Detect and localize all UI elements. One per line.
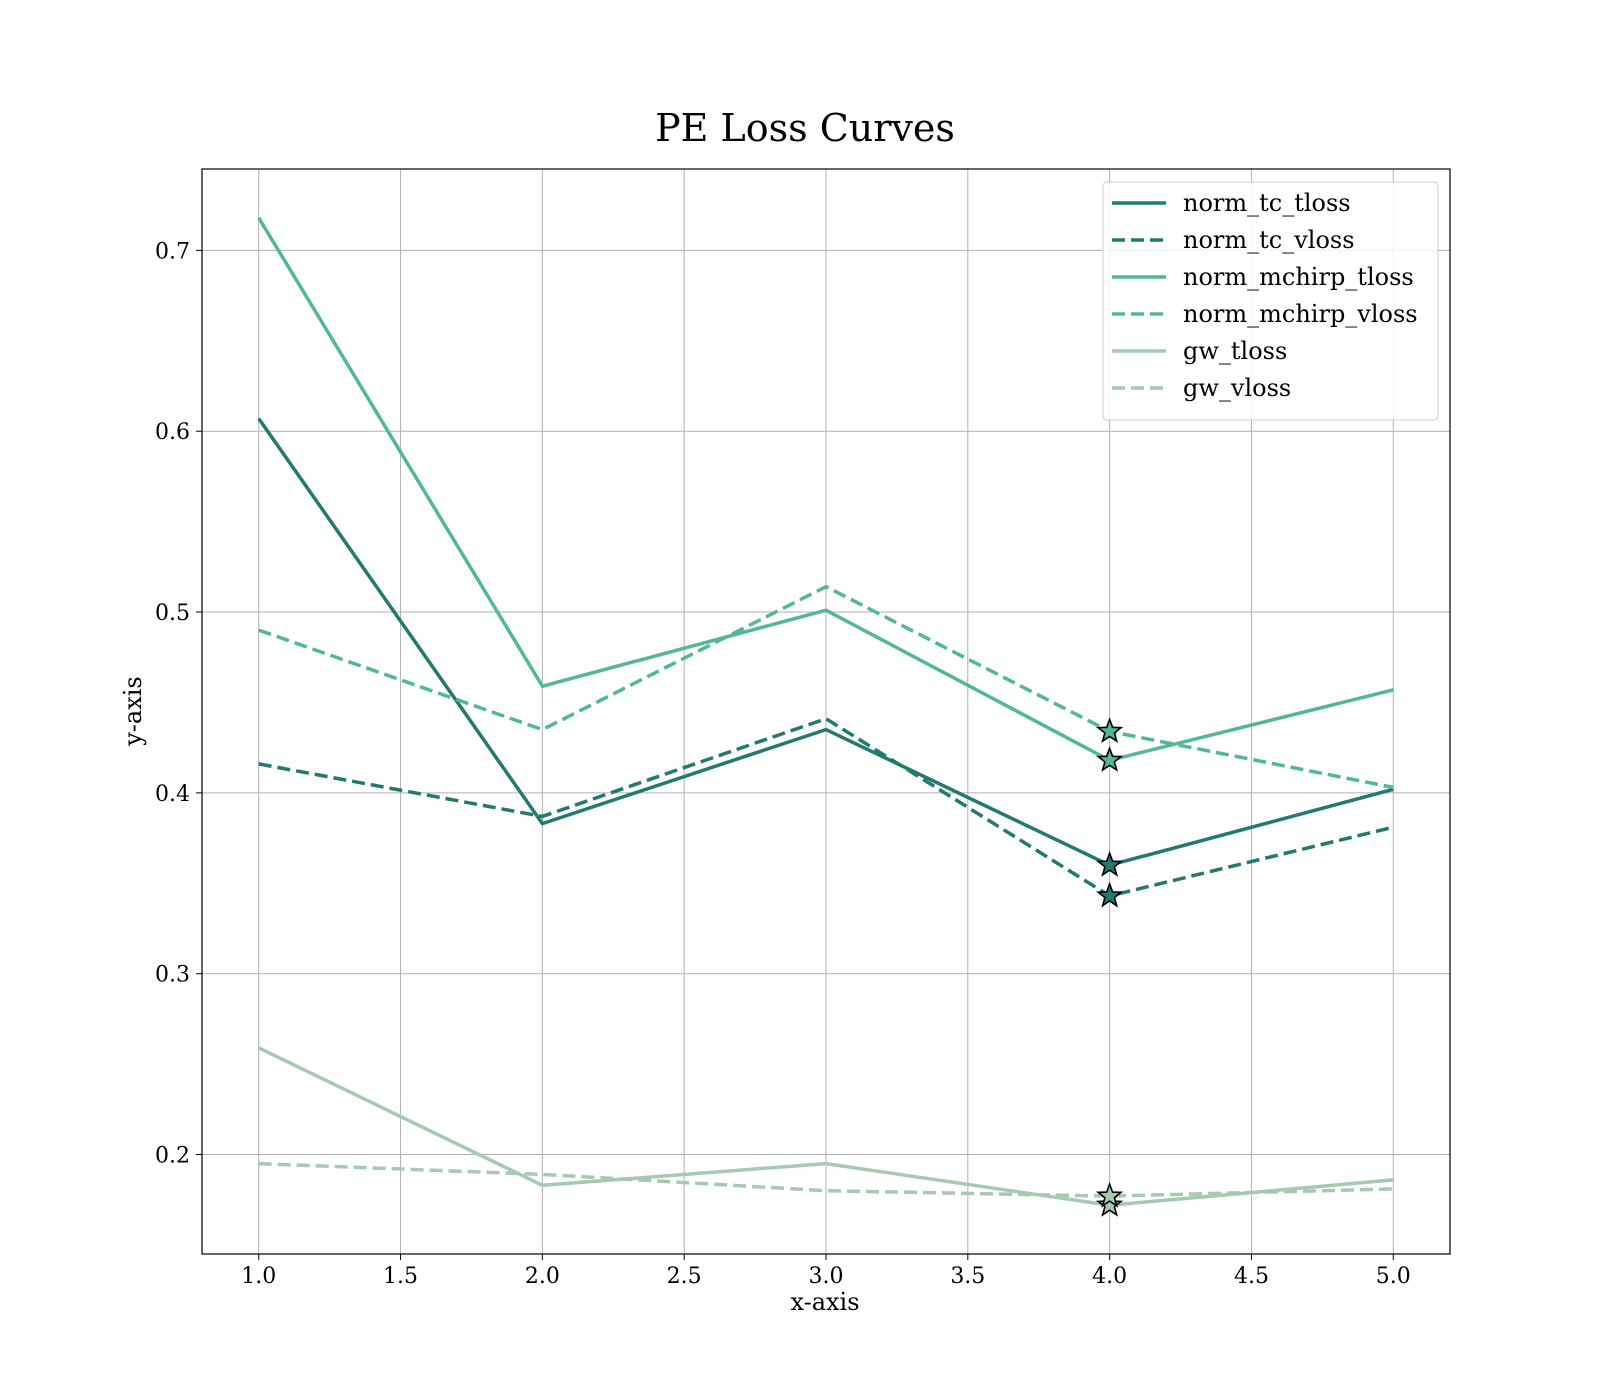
- x-tick-label: 1.0: [241, 1264, 276, 1289]
- y-tick-label: 0.5: [155, 601, 190, 626]
- legend-entry-label: norm_tc_tloss: [1183, 189, 1351, 217]
- best-epoch-star-icon: [1095, 1181, 1124, 1208]
- x-tick-label: 2.5: [667, 1264, 702, 1289]
- x-tick-label: 4.5: [1234, 1264, 1269, 1289]
- x-tick-label: 3.0: [809, 1264, 844, 1289]
- y-tick-label: 0.6: [155, 420, 190, 445]
- series-line-norm_mchirp_tloss: [257, 216, 1394, 763]
- series-group: [257, 216, 1394, 1207]
- best-epoch-star-icon: [1095, 717, 1124, 743]
- legend: norm_tc_tloss norm_tc_vloss norm_mchirp_tl…: [1102, 181, 1439, 421]
- legend-box: [1102, 181, 1439, 421]
- series-line-norm_mchirp_vloss: [258, 584, 1394, 790]
- legend-entry-label: gw_vloss: [1183, 374, 1291, 402]
- y-tick-label: 0.7: [155, 239, 190, 264]
- y-tick-label: 0.4: [155, 782, 190, 807]
- x-tick-label: 1.5: [383, 1264, 418, 1289]
- legend-entry-label: norm_mchirp_tloss: [1183, 263, 1414, 291]
- best-epoch-star-icon: [1095, 745, 1124, 772]
- chart-title: PE Loss Curves: [655, 106, 955, 150]
- series-line-norm_tc_tloss: [257, 417, 1394, 868]
- y-axis-label: y-axis: [119, 676, 147, 747]
- marker-group: [1095, 717, 1124, 1217]
- ticks: 1.0 1.5 2.0 2.5 3.0 3.5 4.0 4.5 5.0 0.2 0.3 0.4 0.5 0…: [155, 239, 1411, 1289]
- x-tick-label: 5.0: [1376, 1264, 1411, 1289]
- best-epoch-star-icon: [1095, 881, 1124, 908]
- x-tick-label: 3.5: [950, 1264, 985, 1289]
- x-axis-label: x-axis: [790, 1288, 859, 1316]
- best-epoch-star-icon: [1095, 1190, 1124, 1217]
- legend-entry-label: norm_mchirp_vloss: [1183, 300, 1418, 328]
- legend-entry-label: gw_tloss: [1183, 337, 1287, 365]
- series-line-norm_tc_vloss: [258, 716, 1394, 898]
- best-epoch-star-icon: [1095, 850, 1124, 877]
- legend-entry-label: norm_tc_vloss: [1183, 226, 1355, 254]
- x-tick-label: 2.0: [525, 1264, 560, 1289]
- y-tick-label: 0.2: [155, 1144, 190, 1169]
- y-tick-label: 0.3: [155, 963, 190, 988]
- series-line-gw_tloss: [257, 1046, 1394, 1207]
- x-tick-label: 4.0: [1092, 1264, 1127, 1289]
